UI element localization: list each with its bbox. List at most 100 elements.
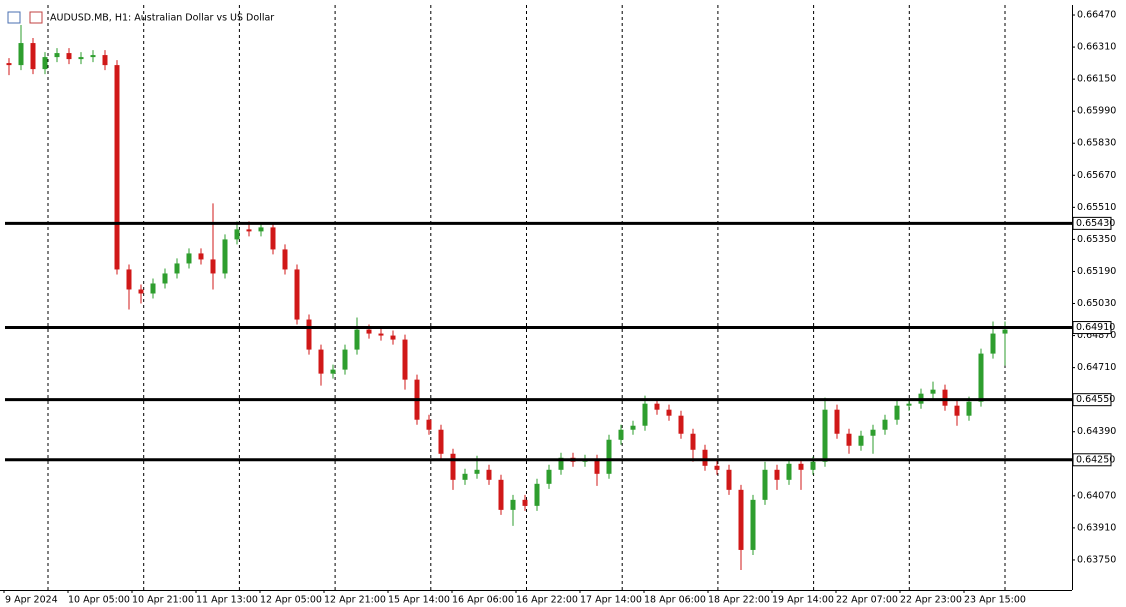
y-tick-label: 0.66470 — [1077, 10, 1116, 21]
candle-body — [486, 469, 492, 480]
level-label-box — [1072, 453, 1112, 467]
y-tick-label: 0.65830 — [1077, 138, 1116, 149]
candle-body — [90, 55, 96, 58]
y-tick-label: 0.64870 — [1077, 330, 1116, 341]
candle-body — [306, 319, 312, 350]
x-tick-label: 22 Apr 07:00 — [836, 595, 898, 606]
candle-body — [522, 499, 528, 506]
candle-body — [762, 469, 768, 500]
candle-body — [642, 403, 648, 426]
level-label: 0.64250 — [1076, 454, 1115, 465]
candle-body — [174, 263, 180, 274]
level-label: 0.64910 — [1076, 322, 1115, 333]
candle-body — [690, 433, 696, 450]
candle-body — [426, 419, 432, 430]
x-tick-label: 17 Apr 14:00 — [580, 595, 642, 606]
candle-body — [342, 349, 348, 370]
candle-body — [258, 227, 264, 232]
candle-body — [558, 457, 564, 470]
candle-body — [606, 439, 612, 474]
candle-body — [270, 227, 276, 250]
y-tick-label: 0.65990 — [1077, 106, 1116, 117]
candle-body — [894, 405, 900, 420]
candle-body — [726, 469, 732, 490]
y-tick-label: 0.66150 — [1077, 74, 1116, 85]
candle-body — [678, 415, 684, 434]
y-tick-label: 0.65510 — [1077, 202, 1116, 213]
chart-icon[interactable] — [29, 11, 43, 24]
x-tick-label: 10 Apr 05:00 — [68, 595, 130, 606]
level-label: 0.65430 — [1076, 218, 1115, 229]
candle-body — [6, 63, 12, 66]
candle-body — [390, 335, 396, 340]
level-label: 0.64550 — [1076, 394, 1115, 405]
x-tick-label: 16 Apr 06:00 — [452, 595, 514, 606]
candle-body — [210, 259, 216, 274]
level-label-box — [1072, 321, 1112, 335]
x-tick-label: 19 Apr 14:00 — [772, 595, 834, 606]
x-tick-label: 22 Apr 23:00 — [900, 595, 962, 606]
candle-body — [186, 253, 192, 264]
x-tick-label: 9 Apr 2024 — [5, 595, 58, 606]
candle-body — [462, 473, 468, 480]
candle-body — [30, 43, 36, 70]
x-tick-label: 15 Apr 14:00 — [388, 595, 450, 606]
y-tick-label: 0.65670 — [1077, 170, 1116, 181]
candle-body — [594, 459, 600, 474]
candle-body — [990, 333, 996, 354]
y-tick-label: 0.66310 — [1077, 42, 1116, 53]
x-tick-label: 23 Apr 15:00 — [964, 595, 1026, 606]
candle-body — [798, 463, 804, 470]
x-tick-label: 12 Apr 05:00 — [260, 595, 322, 606]
candle-body — [654, 403, 660, 410]
candle-body — [702, 449, 708, 466]
candle-body — [66, 53, 72, 60]
y-tick-label: 0.64070 — [1077, 490, 1116, 501]
candle-body — [666, 409, 672, 416]
candle-body — [78, 57, 84, 60]
candle-body — [834, 409, 840, 434]
candle-body — [870, 429, 876, 436]
candle-body — [318, 349, 324, 374]
menu-icon[interactable] — [7, 11, 21, 24]
candle-body — [246, 229, 252, 232]
candle-body — [294, 269, 300, 320]
candle-body — [810, 461, 816, 470]
x-tick-label: 10 Apr 21:00 — [132, 595, 194, 606]
candle-body — [822, 409, 828, 462]
y-tick-label: 0.65350 — [1077, 234, 1116, 245]
candle-body — [330, 369, 336, 374]
candle-body — [282, 249, 288, 270]
candle-body — [882, 419, 888, 430]
y-tick-label: 0.64710 — [1077, 362, 1116, 373]
candle-body — [126, 269, 132, 290]
y-tick-label: 0.63750 — [1077, 554, 1116, 565]
candle-body — [786, 463, 792, 480]
candle-body — [162, 273, 168, 284]
candle-body — [438, 429, 444, 454]
candle-body — [750, 499, 756, 550]
candle-body — [774, 469, 780, 480]
candle-body — [858, 435, 864, 446]
candle-body — [630, 425, 636, 430]
candle-body — [966, 401, 972, 416]
level-label-box — [1072, 393, 1112, 407]
x-tick-label: 18 Apr 22:00 — [708, 595, 770, 606]
chart-title: AUDUSD.MB, H1: Australian Dollar vs US D… — [50, 13, 274, 24]
candle-body — [942, 389, 948, 406]
candle-body — [234, 229, 240, 240]
candle-body — [102, 55, 108, 66]
candle-body — [978, 353, 984, 402]
x-tick-label: 11 Apr 13:00 — [196, 595, 258, 606]
x-tick-label: 18 Apr 06:00 — [644, 595, 706, 606]
candle-body — [510, 499, 516, 510]
candle-body — [54, 53, 60, 58]
candle-body — [138, 289, 144, 294]
level-label-box — [1072, 216, 1112, 230]
candle-body — [222, 239, 228, 274]
candle-body — [534, 483, 540, 506]
x-tick-label: 12 Apr 21:00 — [324, 595, 386, 606]
